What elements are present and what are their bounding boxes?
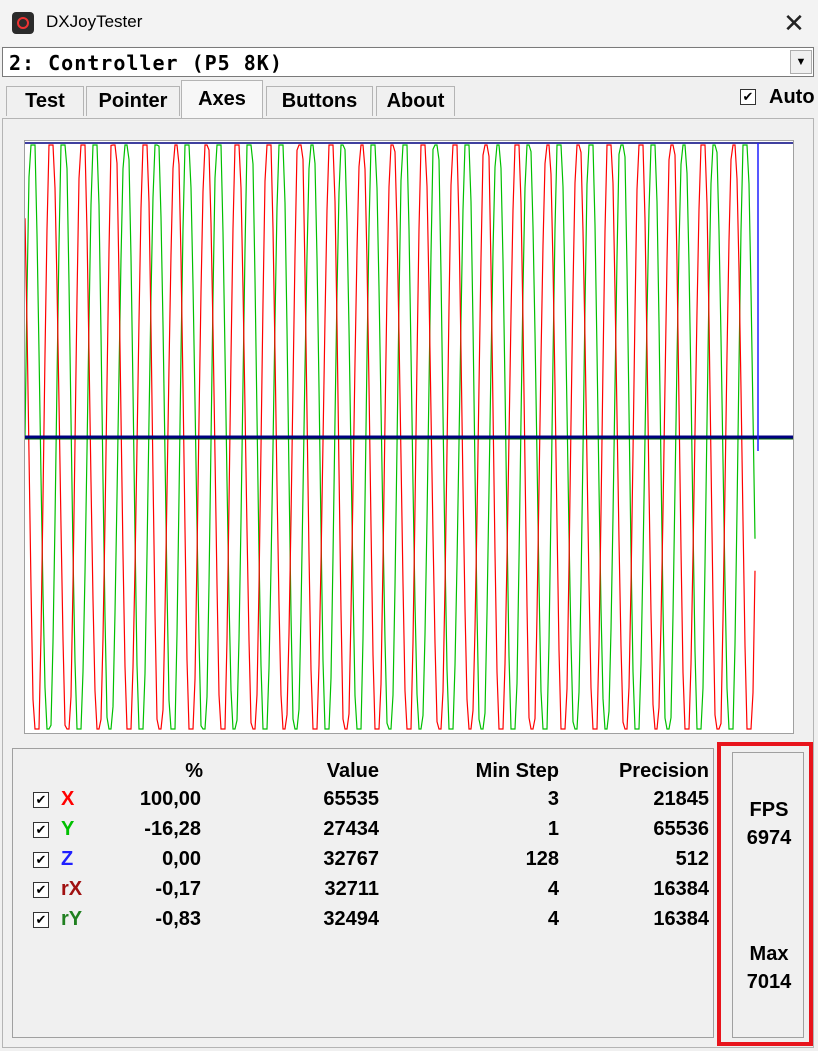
- device-select-value: 2: Controller (P5 8K): [9, 51, 283, 75]
- axis-row: ✔ X 100,00 65535 3 21845: [13, 788, 713, 818]
- axis-value: 65535: [323, 788, 379, 810]
- axes-stats-panel: % Value Min Step Precision ✔ X 100,00 65535…: [12, 748, 714, 1038]
- axis-percent: -16,28: [144, 818, 201, 840]
- trace-y-axis: [25, 144, 756, 730]
- axis-name: Y: [61, 818, 75, 840]
- col-header-min-step: Min Step: [475, 760, 559, 782]
- window-title: DXJoyTester: [46, 12, 143, 31]
- axis-row: ✔ rY -0,83 32494 4 16384: [13, 908, 713, 938]
- col-header-percent: %: [185, 760, 203, 782]
- axis-value: 32494: [323, 908, 379, 930]
- fps-max-label: Max: [749, 943, 789, 965]
- axis-checkbox[interactable]: ✔: [33, 792, 49, 808]
- axis-checkbox[interactable]: ✔: [33, 882, 49, 898]
- fps-label: FPS: [749, 799, 789, 821]
- tab-pointer[interactable]: Pointer: [86, 86, 180, 116]
- axis-min-step: 4: [547, 908, 559, 930]
- axis-percent: 0,00: [162, 848, 201, 870]
- axis-value: 32767: [323, 848, 379, 870]
- axis-min-step: 3: [547, 788, 559, 810]
- tab-about[interactable]: About: [376, 86, 455, 116]
- axis-precision: 512: [675, 848, 709, 870]
- axis-checkbox[interactable]: ✔: [33, 912, 49, 928]
- axis-row: ✔ Z 0,00 32767 128 512: [13, 848, 713, 878]
- axis-name: Z: [61, 848, 74, 870]
- axis-min-step: 4: [547, 878, 559, 900]
- col-header-precision: Precision: [618, 760, 709, 782]
- close-button[interactable]: ✕: [783, 7, 805, 38]
- axis-row: ✔ Y -16,28 27434 1 65536: [13, 818, 713, 848]
- trace-x-axis: [25, 144, 756, 730]
- fps-highlight-box: [717, 742, 813, 1046]
- axis-value: 27434: [323, 818, 379, 840]
- axis-precision: 16384: [653, 908, 709, 930]
- tab-test[interactable]: Test: [6, 86, 84, 116]
- axis-row: ✔ rX -0,17 32711 4 16384: [13, 878, 713, 908]
- device-select[interactable]: 2: Controller (P5 8K) ▼: [2, 47, 814, 77]
- axes-graph-canvas: [25, 142, 793, 730]
- joystick-app-icon: [12, 12, 34, 34]
- tab-strip: Test Pointer Axes Buttons About ✔ Auto: [0, 80, 818, 120]
- axis-checkbox[interactable]: ✔: [33, 822, 49, 838]
- title-bar: DXJoyTester ✕: [0, 0, 818, 46]
- axis-name: X: [61, 788, 75, 810]
- fps-panel: FPS 6974 Max 7014: [732, 752, 804, 1038]
- auto-label: Auto: [769, 86, 815, 108]
- fps-max-value: 7014: [746, 971, 792, 993]
- axis-precision: 21845: [653, 788, 709, 810]
- axis-checkbox[interactable]: ✔: [33, 852, 49, 868]
- fps-value: 6974: [746, 827, 792, 849]
- col-header-value: Value: [326, 760, 379, 782]
- axis-percent: -0,17: [155, 878, 201, 900]
- tab-buttons[interactable]: Buttons: [266, 86, 373, 116]
- axes-graph: [24, 140, 794, 734]
- axis-min-step: 1: [547, 818, 559, 840]
- axis-name: rX: [61, 878, 83, 900]
- axis-min-step: 128: [525, 848, 559, 870]
- axis-precision: 16384: [653, 878, 709, 900]
- axis-precision: 65536: [653, 818, 709, 840]
- axis-percent: -0,83: [155, 908, 201, 930]
- axis-name: rY: [61, 908, 83, 930]
- auto-checkbox[interactable]: ✔: [740, 89, 756, 105]
- tab-axes[interactable]: Axes: [181, 80, 263, 118]
- chevron-down-icon[interactable]: ▼: [790, 50, 812, 74]
- axis-value: 32711: [324, 878, 379, 900]
- axis-percent: 100,00: [139, 788, 201, 810]
